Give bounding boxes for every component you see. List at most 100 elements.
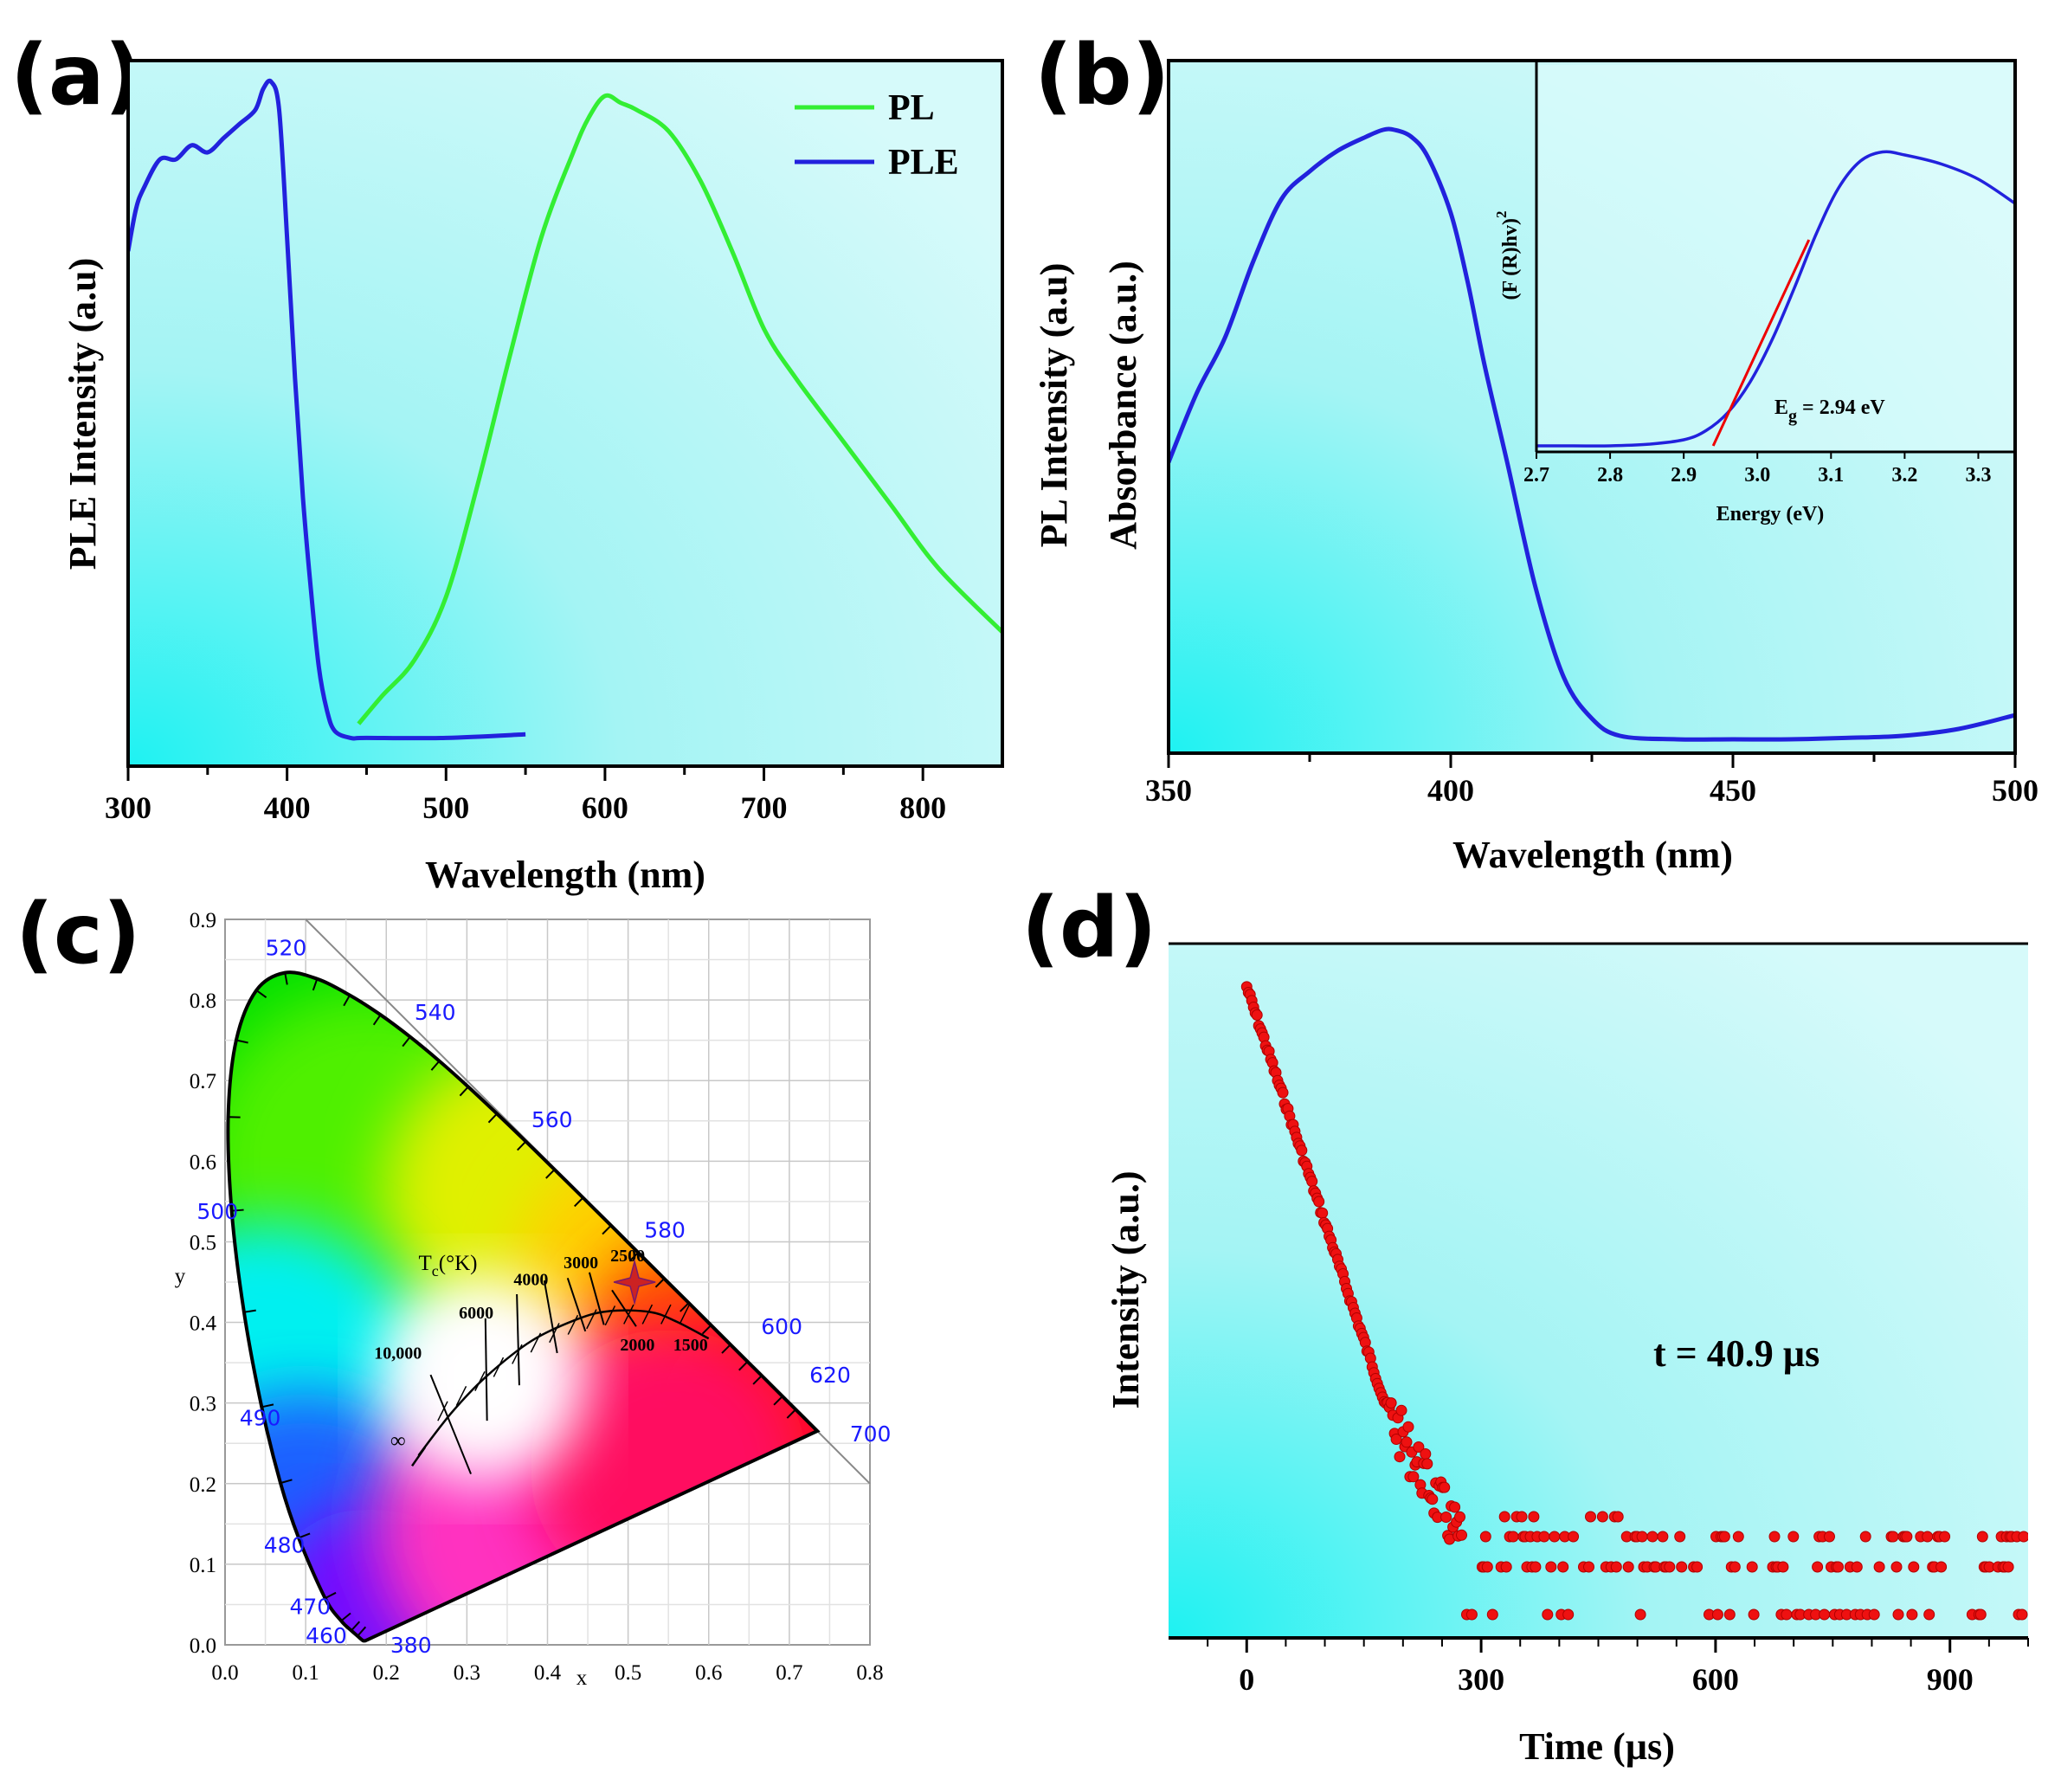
cct-label: ∞ [390, 1429, 406, 1453]
panel-d: (d) t = 40.9 µs 0 300 600 900 Time (µs) Int… [1021, 880, 2029, 1768]
decay-point [1887, 1531, 1899, 1543]
decay-point [1538, 1531, 1550, 1543]
decay-point [1729, 1561, 1741, 1573]
locus-tick [701, 1325, 712, 1335]
decay-point [1851, 1561, 1863, 1573]
wavelength-label: 460 [306, 1623, 347, 1648]
x-tick-label: 0.3 [454, 1661, 480, 1685]
legend-ple-label: PLE [888, 143, 959, 183]
x-tick-label: 0.8 [856, 1661, 883, 1685]
locus-tick [738, 1361, 749, 1371]
decay-point [1634, 1608, 1646, 1621]
decay-point [1317, 1207, 1329, 1219]
wavelength-label: 700 [850, 1421, 892, 1447]
series-pl-line [357, 93, 1002, 725]
panel-c-overlay: 380 460 470 480 490 500 520 540 560 580 600 620 700 ∞… [196, 936, 891, 1658]
locus-tick [487, 1112, 498, 1124]
decay-point [1449, 1501, 1461, 1513]
locus-tick [284, 972, 288, 985]
decay-point [1746, 1561, 1758, 1573]
x-tick-label: 800 [899, 790, 946, 825]
legend-pl-label: PL [888, 88, 935, 128]
y-tick-label: 0.7 [190, 1070, 216, 1093]
y-tick-label: 0.5 [190, 1231, 216, 1254]
decay-point [1421, 1458, 1433, 1470]
locus-tick [298, 1532, 311, 1539]
cct-label: 4000 [513, 1271, 548, 1290]
locus-tick [545, 1169, 556, 1179]
decay-point [1636, 1531, 1648, 1543]
wavelength-label: 580 [644, 1217, 686, 1242]
panel-d-xlabel: Time (µs) [1519, 1725, 1675, 1768]
locus-tick [255, 989, 267, 998]
y-tick-label: 0.8 [190, 989, 216, 1013]
decay-point [1507, 1531, 1519, 1543]
wavelength-label: 380 [390, 1633, 432, 1658]
decay-point [2018, 1531, 2028, 1543]
panel-a-legend: PL PLE [795, 88, 959, 183]
decay-point [1832, 1561, 1844, 1573]
planckian-minor-tick [623, 1304, 634, 1325]
isotherm-line [566, 1278, 587, 1332]
inset-ylabel: (F (R)hv)2 [1493, 211, 1522, 300]
isotherm-line [588, 1272, 605, 1325]
cie-coordinate-marker [613, 1259, 656, 1305]
wavelength-label: 490 [240, 1405, 281, 1430]
decay-point [1873, 1561, 1885, 1573]
decay-point [1923, 1608, 1935, 1621]
decay-point [1407, 1471, 1420, 1483]
locus-tick [261, 1403, 274, 1408]
decay-point [1456, 1529, 1467, 1541]
x-tick-label: 350 [1145, 773, 1192, 808]
planckian-minor-tick [567, 1314, 579, 1335]
locus-tick [602, 1224, 612, 1235]
x-tick-label: 0.2 [373, 1661, 400, 1685]
locus-tick [773, 1396, 783, 1406]
planckian-end-cap [411, 1447, 426, 1467]
wavelength-label: 500 [196, 1199, 238, 1224]
decay-point [1657, 1531, 1669, 1543]
decay-point [1401, 1436, 1413, 1448]
inset-x-tick-label: 3.3 [1965, 464, 1991, 487]
decay-point [1892, 1608, 1904, 1621]
cct-label: 10,000 [374, 1344, 422, 1363]
decay-point [1465, 1608, 1478, 1621]
x-tick-label: 0.0 [211, 1661, 238, 1685]
inset-x-tick-label: 2.8 [1597, 464, 1623, 487]
decay-point [1530, 1561, 1542, 1573]
panel-a-label: (a) [10, 27, 143, 124]
y-tick-label: 0.6 [190, 1151, 216, 1174]
planckian-minor-tick [474, 1370, 486, 1391]
decay-point [1777, 1561, 1789, 1573]
locus-tick [343, 995, 351, 1007]
decay-point [1296, 1144, 1308, 1157]
locus-tick [654, 1278, 666, 1288]
decay-point [1583, 1561, 1594, 1573]
panel-b-label: (b) [1034, 27, 1169, 124]
decay-point [1313, 1196, 1325, 1208]
decay-point [1542, 1608, 1554, 1621]
cct-title: Tc(°K) [419, 1252, 478, 1280]
decay-point [1500, 1561, 1512, 1573]
decay-point [1674, 1531, 1686, 1543]
planckian-minor-tick [549, 1323, 560, 1344]
y-tick-label: 0.3 [190, 1393, 216, 1416]
y-tick-label: 0.2 [190, 1473, 216, 1497]
decay-point [1901, 1531, 1913, 1543]
decay-point [1394, 1451, 1406, 1463]
x-tick-label: 300 [105, 790, 151, 825]
cct-label: 2500 [610, 1247, 645, 1266]
x-tick-label: 450 [1710, 773, 1756, 808]
decay-point [1498, 1511, 1510, 1523]
spectral-locus [226, 970, 821, 1643]
locus-tick [340, 1612, 351, 1622]
inset-series-fit [1711, 239, 1811, 447]
decay-point [1859, 1531, 1871, 1543]
decay-point [1922, 1531, 1934, 1543]
x-tick-label: 0.1 [293, 1661, 319, 1685]
panel-d-label: (d) [1021, 880, 1156, 977]
panel-c-ticks: 0.0 0.1 0.2 0.3 0.4 0.5 0.6 0.7 0.8 0.0 0.1 0.2 0.3 0… [190, 909, 884, 1685]
decay-point [1824, 1531, 1835, 1543]
panel-d-points [1240, 981, 2028, 1621]
wavelength-label: 560 [531, 1107, 573, 1132]
